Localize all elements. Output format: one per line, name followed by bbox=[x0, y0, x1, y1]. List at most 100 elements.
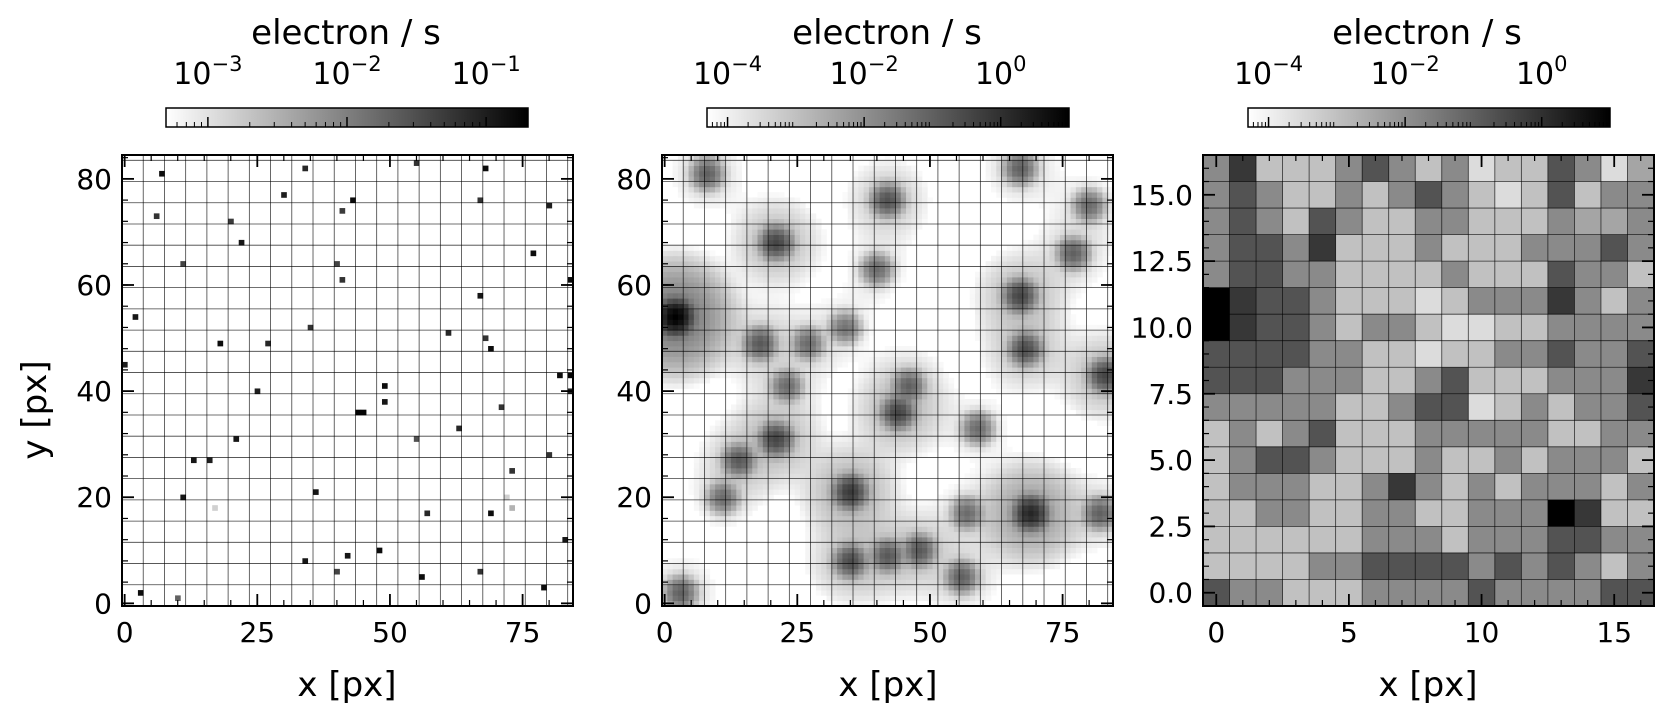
field-pixel bbox=[1033, 308, 1040, 315]
field-pixel bbox=[746, 229, 753, 235]
field-pixel bbox=[1017, 308, 1024, 315]
field-pixel bbox=[1001, 568, 1008, 575]
field-pixel bbox=[863, 192, 870, 198]
field-pixel bbox=[662, 383, 668, 389]
field-pixel bbox=[884, 584, 891, 591]
field-pixel bbox=[932, 542, 939, 548]
field-pixel bbox=[1054, 356, 1061, 363]
field-pixel bbox=[953, 505, 960, 511]
field-pixel bbox=[1081, 239, 1087, 246]
field-pixel bbox=[810, 346, 817, 352]
field-pixel bbox=[842, 319, 849, 326]
field-pixel bbox=[677, 574, 684, 580]
field-pixel bbox=[895, 383, 902, 389]
field-pixel bbox=[805, 414, 811, 421]
field-pixel bbox=[1091, 526, 1098, 533]
field-pixel bbox=[868, 319, 875, 326]
field-pixel bbox=[736, 324, 742, 331]
field-pixel bbox=[895, 399, 902, 405]
field-pixel bbox=[874, 287, 880, 294]
field-pixel bbox=[672, 181, 679, 188]
field-pixel bbox=[1022, 197, 1029, 204]
field-pixel bbox=[688, 361, 695, 368]
field-pixel bbox=[715, 351, 721, 357]
field-pixel bbox=[709, 361, 716, 368]
field-pixel bbox=[964, 584, 971, 591]
field-pixel bbox=[1022, 346, 1029, 352]
field-pixel bbox=[943, 383, 949, 389]
field-pixel bbox=[858, 261, 864, 267]
field-pixel bbox=[752, 483, 758, 490]
field-pixel bbox=[1086, 361, 1093, 368]
field-pixel bbox=[794, 335, 801, 342]
field-pixel bbox=[1065, 218, 1071, 225]
field-pixel bbox=[1044, 192, 1050, 198]
field-pixel bbox=[863, 595, 870, 602]
field-pixel bbox=[943, 568, 949, 575]
field-pixel bbox=[890, 494, 896, 501]
field-pixel bbox=[1070, 186, 1077, 193]
field-pixel bbox=[895, 361, 902, 368]
field-pixel bbox=[688, 590, 695, 596]
field-pixel bbox=[937, 494, 944, 501]
field-pixel bbox=[746, 383, 753, 389]
field-pixel bbox=[985, 298, 992, 304]
field-pixel bbox=[990, 361, 997, 368]
field-pixel bbox=[1065, 213, 1071, 220]
field-pixel bbox=[842, 526, 849, 533]
field-pixel bbox=[709, 181, 716, 188]
field-pixel bbox=[1033, 457, 1040, 464]
data-pixel bbox=[228, 218, 234, 225]
field-pixel bbox=[736, 489, 742, 495]
field-pixel bbox=[746, 335, 753, 342]
field-pixel bbox=[730, 340, 737, 347]
field-pixel bbox=[715, 356, 721, 363]
data-pixel bbox=[339, 208, 346, 214]
field-pixel bbox=[985, 494, 992, 501]
field-pixel bbox=[688, 292, 695, 299]
field-pixel bbox=[789, 489, 795, 495]
field-pixel bbox=[996, 483, 1002, 490]
field-pixel bbox=[1086, 245, 1093, 251]
field-pixel bbox=[693, 192, 700, 198]
field-pixel bbox=[969, 510, 976, 517]
field-pixel bbox=[683, 298, 689, 304]
field-pixel bbox=[1065, 483, 1071, 490]
colorbar-tick-label: 10−3 bbox=[173, 52, 242, 92]
field-pixel bbox=[709, 356, 716, 363]
field-pixel bbox=[805, 494, 811, 501]
field-pixel bbox=[752, 383, 758, 389]
field-pixel bbox=[842, 568, 849, 575]
field-pixel bbox=[985, 420, 992, 426]
field-pixel bbox=[662, 255, 668, 262]
field-pixel bbox=[990, 441, 997, 448]
field-pixel bbox=[943, 436, 949, 442]
field-pixel bbox=[746, 213, 753, 220]
field-pixel bbox=[853, 568, 859, 575]
field-pixel bbox=[1102, 261, 1109, 267]
field-pixel bbox=[1054, 547, 1061, 554]
field-pixel bbox=[831, 303, 838, 310]
field-pixel bbox=[1081, 335, 1087, 342]
field-pixel bbox=[921, 537, 928, 543]
field-pixel bbox=[969, 425, 976, 432]
field-pixel bbox=[799, 367, 806, 373]
field-pixel bbox=[895, 377, 902, 384]
field-pixel bbox=[943, 537, 949, 543]
field-pixel bbox=[906, 579, 912, 586]
field-pixel bbox=[1065, 531, 1071, 538]
field-pixel bbox=[879, 229, 886, 235]
field-pixel bbox=[1017, 489, 1024, 495]
field-pixel bbox=[1075, 399, 1082, 405]
field-pixel bbox=[985, 261, 992, 267]
field-pixel bbox=[794, 255, 801, 262]
field-pixel bbox=[837, 595, 843, 602]
field-pixel bbox=[1001, 367, 1008, 373]
field-pixel bbox=[757, 319, 764, 326]
field-pixel bbox=[699, 446, 705, 453]
field-pixel bbox=[1006, 287, 1013, 294]
field-pixel bbox=[768, 473, 774, 480]
field-pixel bbox=[1054, 287, 1061, 294]
field-pixel bbox=[975, 552, 981, 559]
field-pixel bbox=[1033, 197, 1040, 204]
